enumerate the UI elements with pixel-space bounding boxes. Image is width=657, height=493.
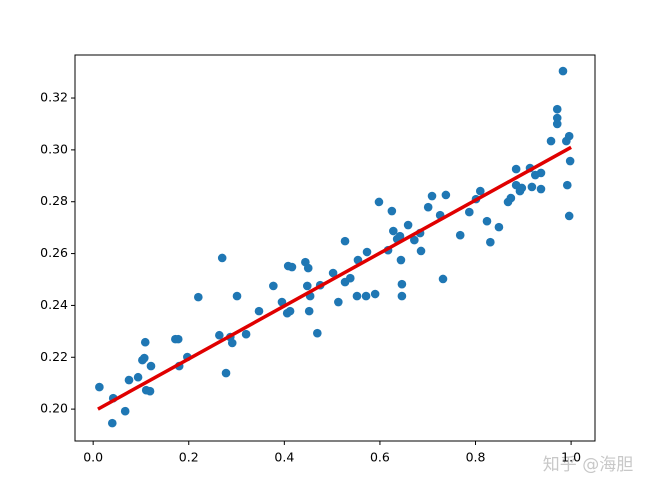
point	[564, 211, 574, 221]
point	[217, 253, 227, 263]
point	[397, 279, 407, 289]
point	[345, 273, 355, 283]
point	[287, 262, 297, 272]
point	[328, 268, 338, 278]
point	[506, 193, 516, 203]
point	[403, 220, 413, 230]
y-tick-label: 0.26	[40, 245, 68, 260]
watermark: 知乎 @海胆	[543, 455, 633, 475]
x-tick-label: 0.6	[370, 450, 390, 465]
point	[352, 291, 362, 301]
point	[269, 281, 278, 291]
point	[194, 292, 203, 302]
point	[304, 306, 314, 316]
point	[482, 216, 492, 226]
y-tick-label: 0.30	[40, 141, 68, 156]
point	[527, 182, 537, 192]
point	[140, 353, 149, 363]
point	[486, 237, 495, 247]
point	[395, 231, 405, 241]
point	[374, 197, 384, 207]
x-tick-label: 0.8	[466, 450, 486, 465]
point	[552, 104, 562, 114]
point	[221, 368, 231, 378]
point	[475, 186, 485, 196]
point	[438, 274, 448, 284]
x-tick-label: 0.2	[179, 450, 199, 465]
point	[173, 334, 183, 344]
y-tick-label: 0.24	[40, 297, 68, 312]
point	[313, 328, 322, 338]
point	[410, 235, 419, 245]
point	[120, 406, 130, 416]
point	[362, 247, 372, 257]
x-tick-label: 0.0	[83, 450, 103, 465]
plot-frame	[74, 54, 596, 442]
point	[562, 180, 572, 190]
y-tick-label: 0.28	[40, 193, 68, 208]
point	[546, 136, 556, 146]
point	[416, 246, 426, 256]
point	[334, 297, 343, 307]
fit-line	[97, 145, 572, 411]
point	[232, 291, 242, 301]
point	[340, 236, 350, 246]
point	[564, 131, 574, 141]
point	[565, 156, 575, 166]
point	[215, 330, 224, 340]
point	[396, 255, 406, 265]
point	[494, 222, 504, 232]
point	[302, 281, 312, 291]
point	[140, 337, 150, 347]
point	[303, 263, 313, 273]
point	[227, 338, 237, 348]
point	[370, 289, 380, 299]
x-tick-label: 0.4	[274, 450, 294, 465]
point	[146, 361, 156, 371]
point	[511, 164, 521, 174]
point	[552, 113, 562, 123]
point	[361, 291, 371, 301]
point	[427, 191, 437, 201]
point	[423, 202, 433, 212]
point	[133, 372, 143, 382]
y-tick-label: 0.32	[40, 90, 68, 105]
point	[552, 119, 562, 129]
point	[517, 183, 527, 193]
point	[387, 206, 397, 216]
point	[536, 168, 546, 178]
point	[455, 230, 465, 240]
point	[465, 207, 474, 217]
point	[124, 375, 134, 385]
y-tick-label: 0.20	[40, 401, 68, 416]
point	[558, 66, 568, 76]
point	[389, 226, 398, 236]
point	[107, 418, 117, 428]
point	[254, 306, 264, 316]
y-tick-label: 0.22	[40, 349, 68, 364]
point	[536, 184, 546, 194]
point	[145, 386, 155, 396]
x-tick-label: 1.0	[561, 450, 581, 465]
point	[241, 329, 251, 339]
point	[285, 306, 295, 316]
point	[95, 382, 104, 392]
point	[397, 291, 407, 301]
point	[441, 190, 451, 200]
